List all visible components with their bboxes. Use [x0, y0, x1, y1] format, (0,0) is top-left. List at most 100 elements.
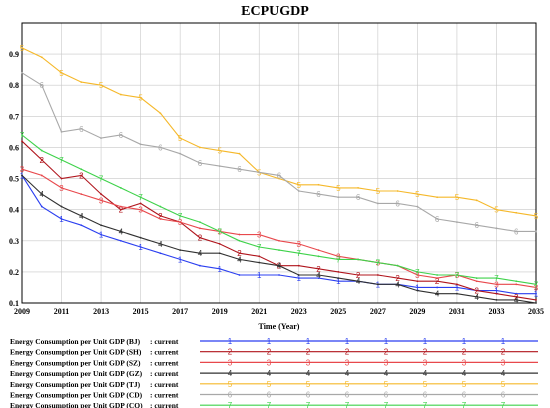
series-marker-label: 3 — [59, 184, 64, 193]
series-marker-label: 1 — [415, 283, 420, 292]
data-point — [159, 218, 162, 220]
data-point — [159, 112, 162, 115]
series-marker-label: 4 — [316, 271, 321, 280]
data-point — [80, 193, 83, 196]
data-point — [40, 174, 43, 177]
legend-marker: 7 — [306, 401, 311, 408]
series-marker-label: 7 — [178, 212, 183, 221]
data-point — [278, 174, 280, 177]
data-point — [495, 292, 498, 295]
series-marker-label: 2 — [198, 234, 203, 243]
data-point — [60, 71, 63, 74]
legend-marker: 3 — [345, 358, 350, 367]
series-marker-label: 1 — [336, 277, 341, 286]
data-point — [376, 261, 379, 264]
data-point — [535, 286, 537, 289]
series-marker-label: 1 — [257, 271, 262, 280]
data-point — [515, 298, 518, 301]
legend-marker: 6 — [267, 391, 272, 400]
data-point — [456, 283, 458, 286]
data-point — [495, 208, 498, 211]
data-point — [159, 214, 162, 217]
series-marker-label: 4 — [158, 240, 163, 249]
legend-marker: 1 — [384, 337, 389, 346]
data-point — [337, 277, 340, 280]
data-point — [258, 255, 261, 258]
legend-label: Energy Consumption per Unit GDP (BJ) — [10, 337, 141, 346]
legend-suffix: : current — [150, 380, 179, 389]
series-marker-label: 5 — [20, 44, 25, 53]
data-point — [535, 214, 537, 217]
data-point — [357, 196, 359, 199]
legend-marker: 2 — [228, 348, 233, 357]
series-line — [21, 47, 537, 217]
legend-label: Energy Consumption per Unit GDP (SH) — [10, 348, 142, 357]
data-point — [218, 149, 221, 152]
series-marker-label: 7 — [534, 280, 539, 289]
series-line — [21, 72, 536, 232]
data-point — [416, 289, 419, 292]
legend-label: Energy Consumption per Unit GDP (SZ) — [10, 358, 141, 367]
series-marker-label: 2 — [514, 293, 519, 302]
data-point — [139, 202, 142, 205]
data-point — [80, 81, 83, 84]
legend-marker: 1 — [267, 337, 272, 346]
data-point — [357, 280, 359, 283]
data-point — [179, 214, 182, 217]
data-point — [218, 230, 221, 233]
data-point — [40, 84, 43, 87]
legend-marker: 6 — [345, 391, 350, 400]
y-tick-label: 0.4 — [9, 206, 19, 215]
data-point — [416, 270, 419, 273]
data-point — [416, 193, 419, 196]
data-point — [456, 274, 458, 276]
data-point — [80, 214, 83, 217]
series-marker-label: 5 — [59, 69, 64, 78]
series-lines: 1111111111111122222222222223333333333333… — [20, 44, 539, 305]
data-point — [396, 264, 399, 267]
data-point — [396, 283, 399, 286]
legend-suffix: : current — [150, 337, 179, 346]
legend-marker: 5 — [423, 380, 428, 389]
series-marker-label: 1 — [297, 274, 302, 283]
data-point — [317, 267, 320, 270]
series-marker-label: 1 — [534, 290, 539, 299]
legend-label: Energy Consumption per Unit GDP (CQ) — [10, 401, 143, 408]
data-point — [495, 298, 498, 301]
data-point — [376, 190, 379, 192]
data-point — [159, 242, 162, 245]
data-point — [416, 280, 419, 283]
data-point — [119, 134, 122, 136]
data-point — [475, 277, 478, 280]
series-marker-label: 4 — [237, 255, 242, 264]
series-marker-label: 7 — [257, 243, 262, 252]
legend-marker: 3 — [306, 358, 311, 367]
data-point — [258, 246, 261, 248]
data-point — [456, 221, 458, 224]
data-point — [179, 137, 182, 140]
data-point — [317, 183, 320, 186]
legend-suffix: : current — [150, 369, 179, 378]
legend-marker: 6 — [423, 391, 428, 400]
data-point — [475, 289, 478, 292]
series-marker-label: 7 — [415, 268, 420, 277]
y-tick-label: 0.7 — [9, 112, 19, 121]
data-point — [495, 277, 498, 280]
data-point — [297, 264, 300, 267]
data-point — [515, 280, 518, 283]
legend-marker: 6 — [228, 391, 233, 400]
series-marker-label: 3 — [534, 283, 539, 292]
series-marker-label: 5 — [455, 193, 460, 202]
data-point — [337, 196, 340, 199]
y-tick-label: 0.2 — [9, 268, 19, 277]
legend-marker: 4 — [345, 369, 350, 378]
data-point — [80, 174, 83, 177]
data-point — [100, 137, 102, 140]
legend-marker: 7 — [267, 401, 272, 408]
series-marker-label: 5 — [178, 134, 183, 143]
legend-marker: 6 — [501, 391, 506, 400]
legend-marker: 4 — [306, 369, 311, 378]
series-marker-label: 1 — [138, 243, 143, 252]
data-point — [60, 186, 63, 189]
